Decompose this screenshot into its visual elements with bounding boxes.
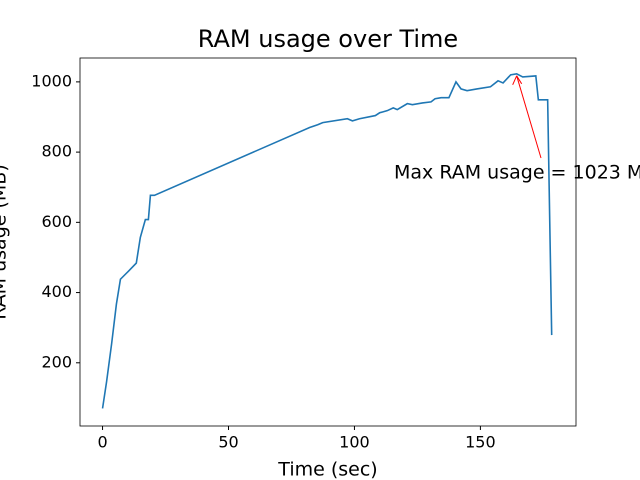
y-tick-label: 200	[41, 352, 72, 371]
x-tick-label: 150	[465, 433, 496, 452]
y-tick-label: 1000	[31, 71, 72, 90]
annotation-arrow	[516, 75, 542, 159]
annotation-arrowhead	[512, 75, 523, 86]
x-tick-label: 50	[218, 433, 238, 452]
y-tick-label: 600	[41, 212, 72, 231]
y-tick-label: 800	[41, 142, 72, 161]
data-line	[101, 72, 553, 409]
annotation-text: Max RAM usage = 1023 MB	[394, 162, 640, 184]
y-axis-label: RAM usage (MB)	[0, 164, 11, 320]
y-tick-label: 400	[41, 282, 72, 301]
x-tick-label: 100	[339, 433, 370, 452]
x-tick-label: 0	[97, 433, 107, 452]
chart-title: RAM usage over Time	[198, 25, 458, 53]
plot-frame	[79, 57, 577, 427]
x-axis-label: Time (sec)	[277, 459, 377, 480]
